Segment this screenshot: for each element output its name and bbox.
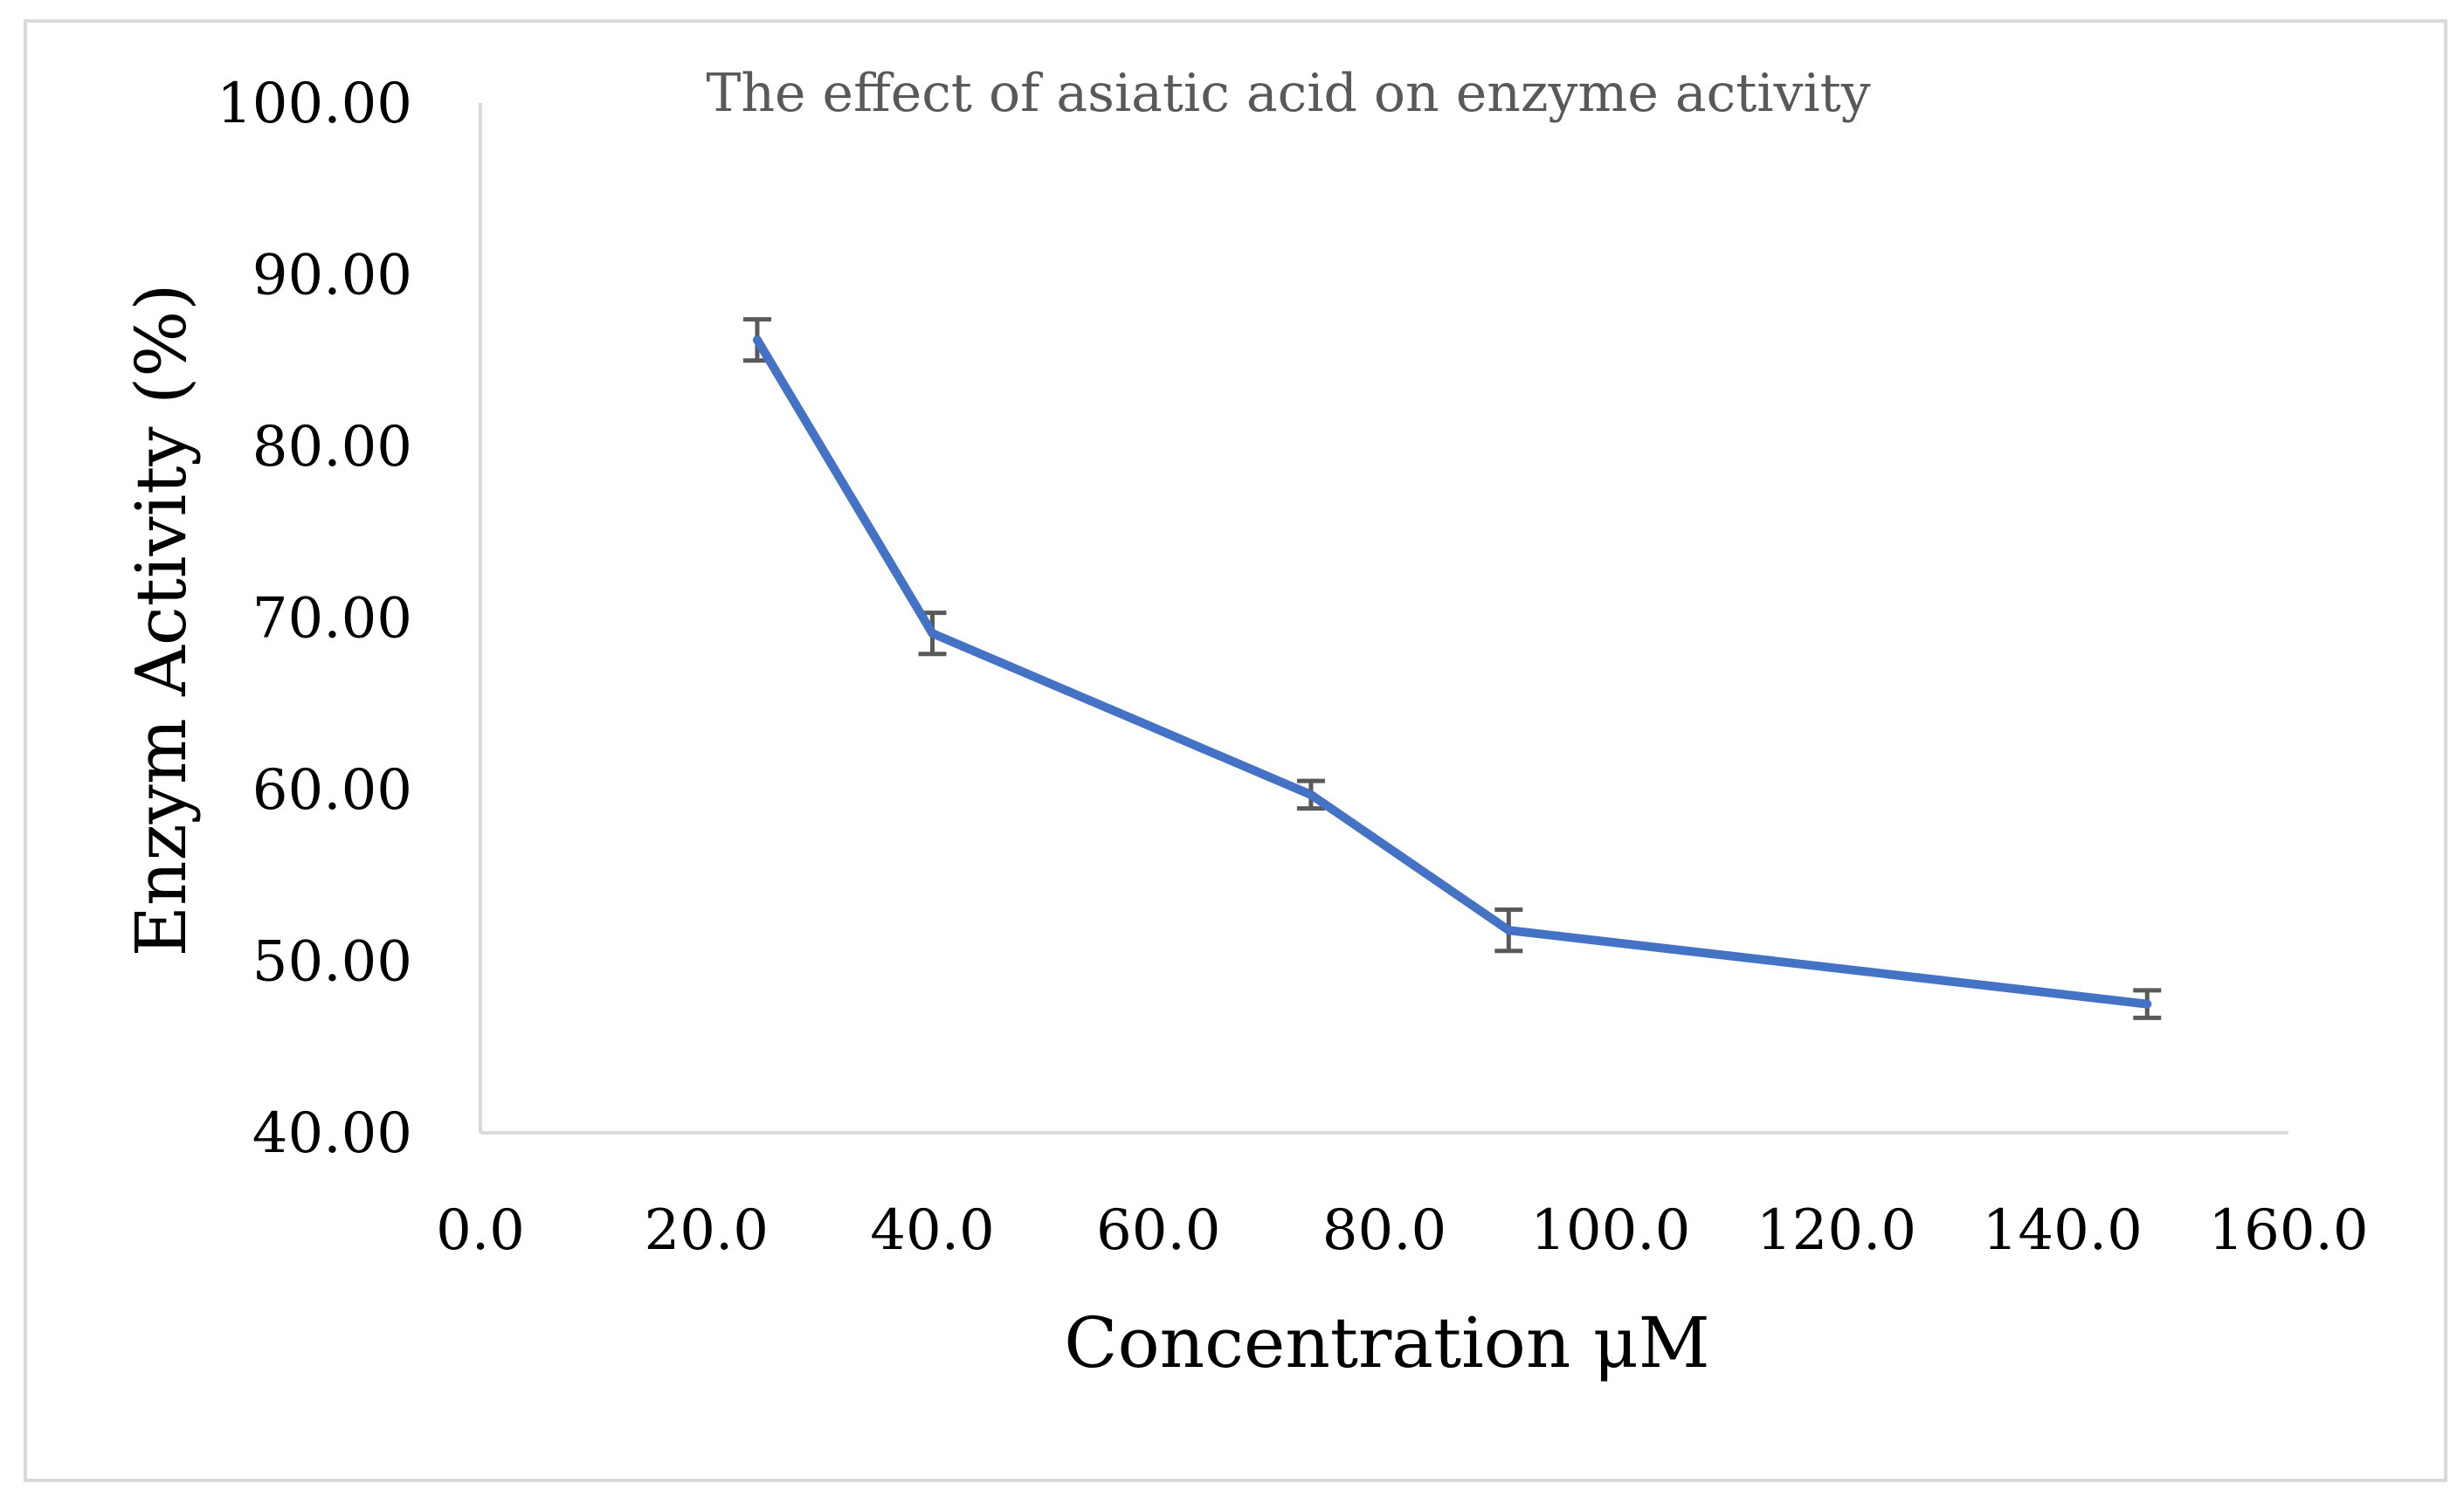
x-tick-label: 40.0 xyxy=(870,1198,995,1263)
y-tick-labels: 40.00 50.00 60.00 70.00 80.00 90.00 100.00 xyxy=(217,72,412,1166)
chart-title: The effect of asiatic acid on enzyme act… xyxy=(706,63,1870,124)
y-tick-label: 50.00 xyxy=(252,930,412,995)
x-tick-label: 160.0 xyxy=(2208,1198,2368,1263)
y-tick-label: 60.00 xyxy=(252,758,412,823)
y-tick-label: 40.00 xyxy=(252,1101,412,1166)
chart-frame xyxy=(24,19,2447,1482)
y-tick-label: 100.00 xyxy=(217,72,412,136)
y-tick-label: 70.00 xyxy=(252,587,412,652)
error-bars xyxy=(742,317,2162,1020)
x-tick-labels: 0.0 20.0 40.0 60.0 80.0 100.0 120.0 140.0 160.0 xyxy=(436,1198,2369,1263)
y-tick-label: 90.00 xyxy=(252,244,412,308)
y-tick-label: 80.00 xyxy=(252,415,412,480)
data-point xyxy=(1306,790,1315,799)
x-tick-label: 60.0 xyxy=(1096,1198,1221,1263)
y-axis-title: Enzym Activity (%) xyxy=(121,284,202,957)
data-point xyxy=(2143,999,2152,1009)
x-tick-label: 140.0 xyxy=(1983,1198,2143,1263)
data-points xyxy=(752,335,2152,1009)
x-tick-label: 80.0 xyxy=(1322,1198,1447,1263)
data-point xyxy=(752,335,762,345)
x-tick-label: 0.0 xyxy=(436,1198,525,1263)
x-tick-label: 20.0 xyxy=(645,1198,770,1263)
x-tick-label: 100.0 xyxy=(1530,1198,1690,1263)
series-line xyxy=(752,335,2152,1009)
data-point xyxy=(928,629,937,638)
data-point xyxy=(1504,926,1514,935)
x-axis-title: Concentration μM xyxy=(1064,1302,1709,1383)
x-tick-label: 120.0 xyxy=(1757,1198,1916,1263)
